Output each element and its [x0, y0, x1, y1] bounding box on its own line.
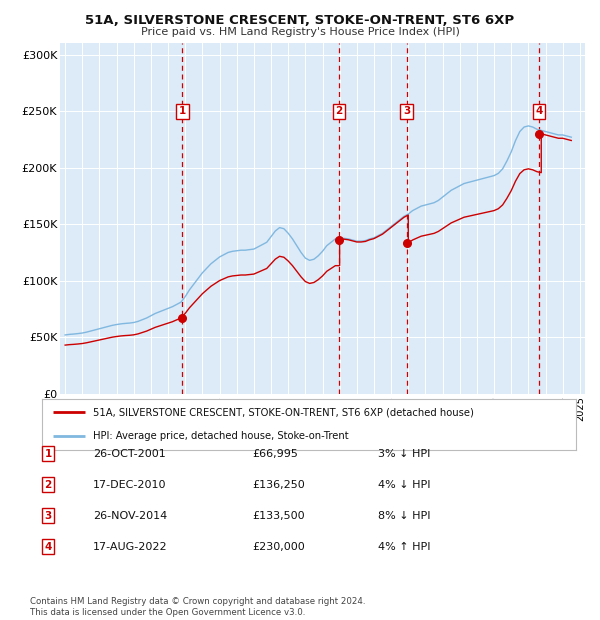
Text: 1: 1 — [179, 106, 186, 116]
Text: £230,000: £230,000 — [252, 542, 305, 552]
Text: 26-OCT-2001: 26-OCT-2001 — [93, 449, 166, 459]
Text: HPI: Average price, detached house, Stoke-on-Trent: HPI: Average price, detached house, Stok… — [93, 431, 349, 441]
Text: 8% ↓ HPI: 8% ↓ HPI — [378, 511, 431, 521]
Text: £136,250: £136,250 — [252, 480, 305, 490]
Text: 1: 1 — [44, 449, 52, 459]
Text: £66,995: £66,995 — [252, 449, 298, 459]
Text: 3: 3 — [403, 106, 410, 116]
Text: 4% ↑ HPI: 4% ↑ HPI — [378, 542, 431, 552]
Text: 2: 2 — [44, 480, 52, 490]
Text: 3: 3 — [44, 511, 52, 521]
Text: 51A, SILVERSTONE CRESCENT, STOKE-ON-TRENT, ST6 6XP: 51A, SILVERSTONE CRESCENT, STOKE-ON-TREN… — [85, 14, 515, 27]
Text: 3% ↓ HPI: 3% ↓ HPI — [378, 449, 430, 459]
Text: 26-NOV-2014: 26-NOV-2014 — [93, 511, 167, 521]
Text: Contains HM Land Registry data © Crown copyright and database right 2024.
This d: Contains HM Land Registry data © Crown c… — [30, 598, 365, 617]
Text: Price paid vs. HM Land Registry's House Price Index (HPI): Price paid vs. HM Land Registry's House … — [140, 27, 460, 37]
Text: 51A, SILVERSTONE CRESCENT, STOKE-ON-TRENT, ST6 6XP (detached house): 51A, SILVERSTONE CRESCENT, STOKE-ON-TREN… — [93, 407, 473, 417]
Text: 4% ↓ HPI: 4% ↓ HPI — [378, 480, 431, 490]
Text: 4: 4 — [536, 106, 543, 116]
Text: 17-DEC-2010: 17-DEC-2010 — [93, 480, 167, 490]
Text: 4: 4 — [44, 542, 52, 552]
Text: £133,500: £133,500 — [252, 511, 305, 521]
Text: 2: 2 — [335, 106, 343, 116]
Text: 17-AUG-2022: 17-AUG-2022 — [93, 542, 167, 552]
